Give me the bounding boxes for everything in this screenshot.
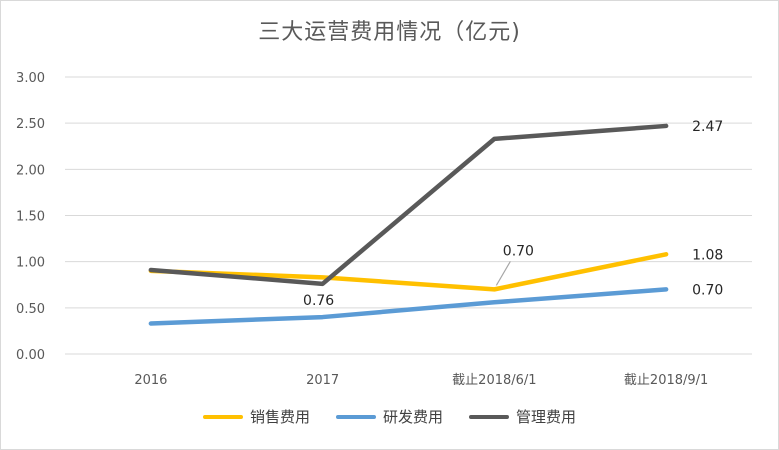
y-tick-label: 1.00 <box>16 256 45 271</box>
data-label: 0.70 <box>503 243 534 259</box>
x-tick-label: 截止2018/6/1 <box>452 373 536 388</box>
data-label: 2.47 <box>692 119 723 135</box>
y-tick-label: 0.00 <box>16 348 45 363</box>
legend-swatch-rnd <box>335 414 376 419</box>
y-tick-label: 1.50 <box>16 210 45 225</box>
x-tick-label: 截止2018/9/1 <box>624 373 708 388</box>
legend-label-sales: 销售费用 <box>249 408 310 426</box>
data-label: 0.76 <box>303 293 334 309</box>
y-tick-label: 2.00 <box>16 163 45 178</box>
data-label-leader <box>495 261 511 286</box>
series-line-0 <box>148 252 669 292</box>
data-label: 1.08 <box>692 247 723 263</box>
data-label: 0.70 <box>692 282 723 298</box>
series-line-1 <box>148 287 669 326</box>
legend-item-sales: 销售费用 <box>202 406 310 427</box>
legend-swatch-sales <box>202 414 243 419</box>
y-tick-label: 0.50 <box>16 302 45 317</box>
legend-item-rnd: 研发费用 <box>335 406 443 427</box>
legend: 销售费用 研发费用 管理费用 <box>0 406 779 427</box>
y-tick-label: 3.00 <box>16 71 45 86</box>
chart-title: 三大运营费用情况（亿元) <box>258 20 521 45</box>
legend-label-rnd: 研发费用 <box>382 408 443 426</box>
x-tick-label: 2017 <box>306 373 339 388</box>
legend-item-admin: 管理费用 <box>469 406 576 427</box>
x-tick-label: 2016 <box>134 373 167 388</box>
y-tick-label: 2.50 <box>16 117 45 132</box>
series-line-2 <box>148 123 669 287</box>
legend-swatch-admin <box>469 414 509 419</box>
legend-label-admin: 管理费用 <box>516 408 577 426</box>
